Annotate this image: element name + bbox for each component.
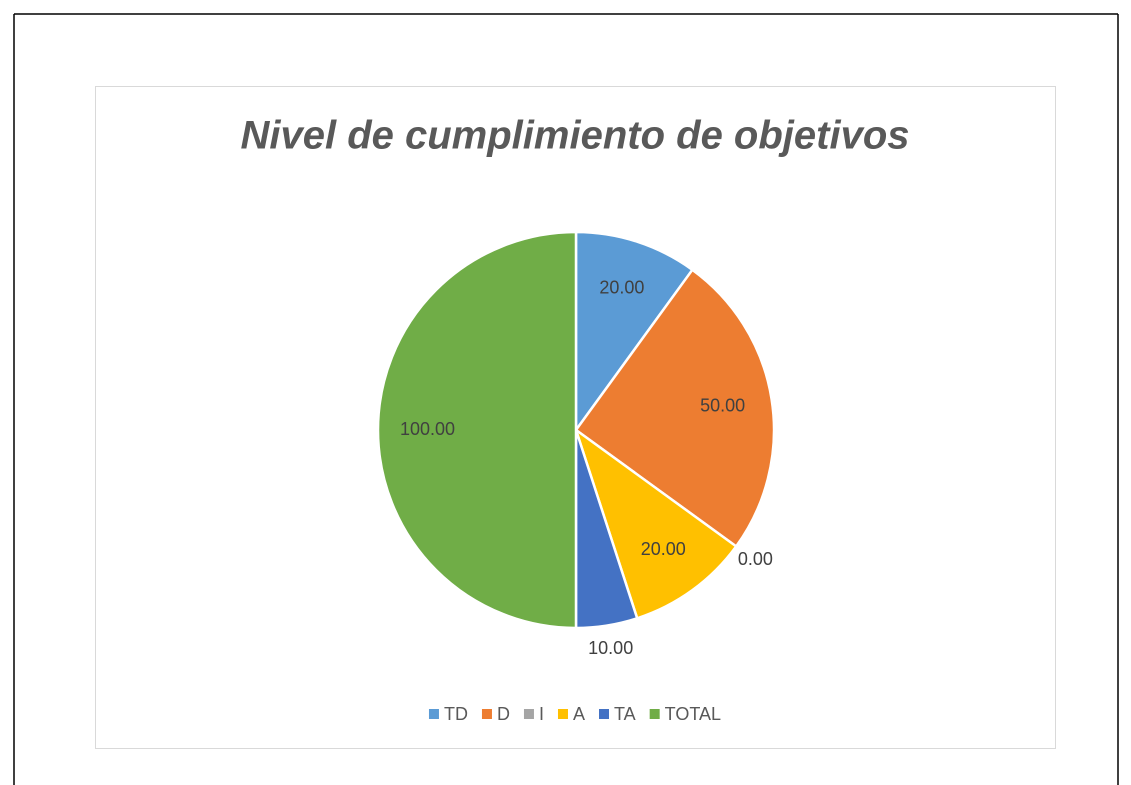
data-label: 20.00: [641, 539, 686, 559]
legend-swatch: [428, 709, 439, 719]
legend-swatch: [649, 709, 660, 719]
pie-slice: [573, 426, 738, 620]
pie-slice: [574, 268, 776, 549]
legend-swatch: [557, 709, 568, 719]
legend-label: A: [573, 704, 585, 724]
legend-label: TA: [614, 704, 636, 724]
data-label: 0.00: [738, 549, 773, 569]
legend-swatch: [599, 709, 609, 719]
data-label: 50.00: [700, 396, 745, 416]
legend-label: I: [539, 704, 544, 724]
chart-title: Nivel de cumplimiento de objetivos: [240, 114, 909, 158]
legend-swatch: [523, 709, 534, 719]
legend-swatch: [481, 709, 492, 719]
data-label: 100.00: [400, 419, 455, 439]
legend-label: D: [497, 704, 510, 724]
legend-label: TOTAL: [665, 704, 721, 724]
pie-slice: [376, 230, 578, 630]
data-label: 20.00: [599, 278, 644, 298]
legend-label: TD: [444, 704, 468, 724]
pie-slice: [574, 230, 695, 434]
data-label: 10.00: [588, 638, 633, 658]
